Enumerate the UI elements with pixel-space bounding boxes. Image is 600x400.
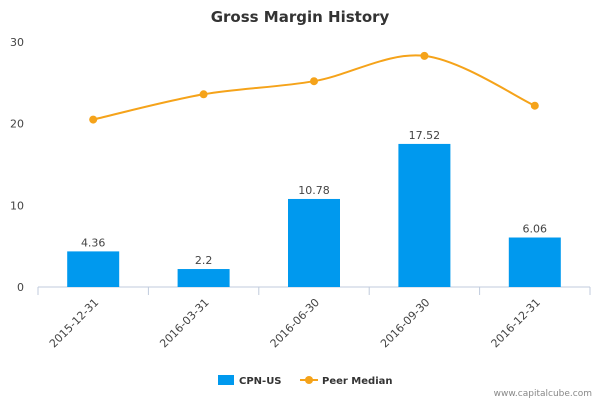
peer-median-point bbox=[420, 51, 429, 60]
peer-median-point bbox=[89, 115, 98, 124]
peer-median-point bbox=[530, 101, 539, 110]
x-tick-label: 2016-03-31 bbox=[157, 296, 211, 350]
legend: CPN-US Peer Median bbox=[218, 375, 393, 387]
legend-label-cpn: CPN-US bbox=[239, 376, 282, 387]
bar-data-label: 10.78 bbox=[298, 184, 330, 197]
bar-data-label: 4.36 bbox=[81, 236, 106, 249]
bar bbox=[67, 251, 120, 287]
x-tick-label: 2016-06-30 bbox=[268, 296, 322, 350]
x-tick-label: 2016-12-31 bbox=[489, 296, 543, 350]
peer-median-point bbox=[310, 77, 318, 86]
legend-label-peer: Peer Median bbox=[322, 376, 393, 387]
x-axis: 2015-12-31 2016-03-31 2016-06-30 2016-09-30… bbox=[37, 286, 591, 350]
x-tick-label: 2016-09-30 bbox=[378, 296, 432, 350]
bar-series: 4.36 2.2 10.78 17.52 6.06 bbox=[67, 129, 561, 287]
y-tick-label: 10 bbox=[10, 199, 24, 212]
bar bbox=[508, 237, 561, 287]
chart-title: Gross Margin History bbox=[211, 8, 390, 26]
line-series bbox=[89, 51, 539, 124]
bar bbox=[288, 198, 340, 287]
y-tick-label: 20 bbox=[10, 118, 24, 131]
x-tick-label: 2015-12-31 bbox=[47, 296, 101, 350]
peer-median-point bbox=[199, 90, 208, 99]
legend-swatch-cpn bbox=[218, 375, 234, 385]
legend-swatch-peer-dot bbox=[305, 376, 313, 384]
y-axis: 0 10 20 30 bbox=[10, 36, 24, 294]
watermark: www.capitalcube.com bbox=[494, 389, 592, 399]
bar bbox=[398, 143, 451, 287]
bar-data-label: 17.52 bbox=[409, 129, 441, 142]
bar bbox=[177, 269, 230, 287]
bar-data-label: 6.06 bbox=[523, 223, 548, 236]
bar-data-label: 2.2 bbox=[195, 254, 213, 267]
y-tick-label: 0 bbox=[17, 281, 24, 294]
y-tick-label: 30 bbox=[10, 36, 24, 49]
peer-median-line bbox=[92, 54, 536, 121]
